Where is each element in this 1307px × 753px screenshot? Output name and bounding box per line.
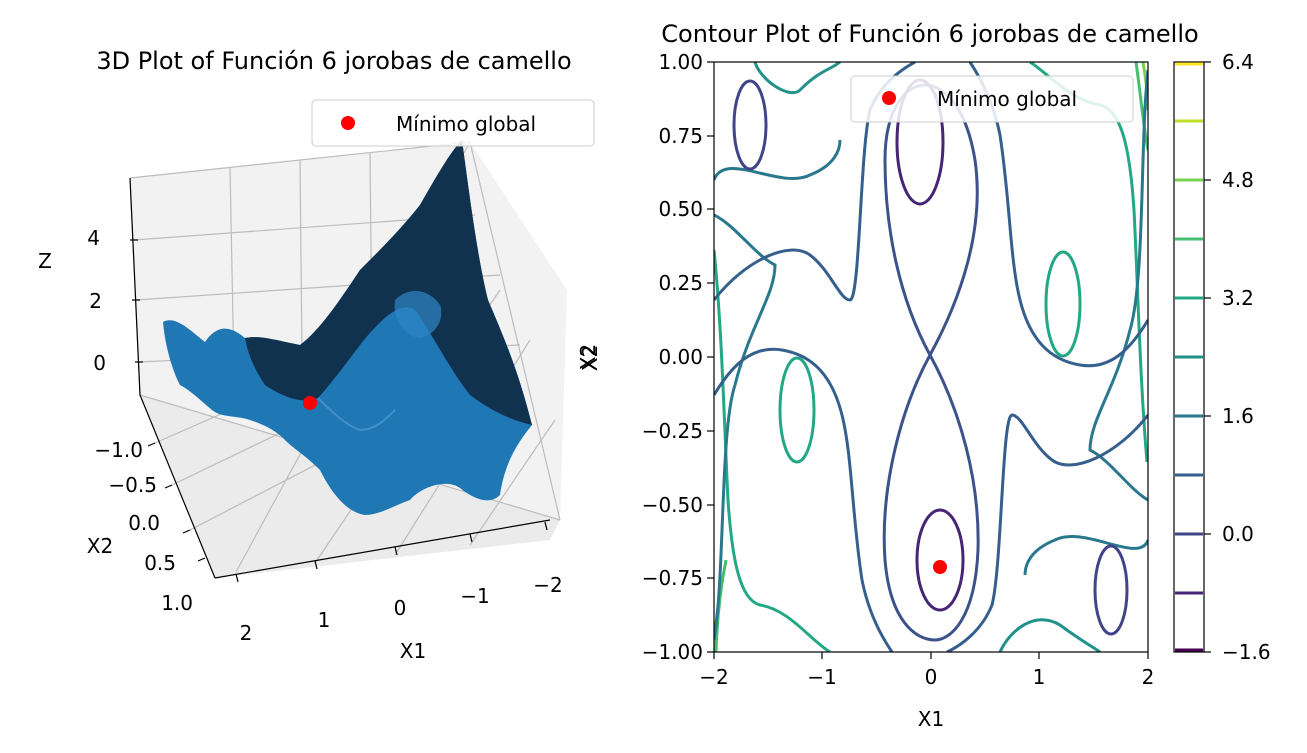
surface-x1-axis-label: X1 <box>400 639 426 663</box>
contour-legend-label: Mínimo global <box>937 87 1077 111</box>
surface-legend-label: Mínimo global <box>396 112 536 136</box>
surface-x2-tick-label: 0.5 <box>144 551 176 575</box>
contour-y-tick-label: 0.25 <box>658 271 703 295</box>
surface-z-tick-label: 2 <box>89 289 102 313</box>
contour-level-2.4 <box>1088 69 1148 502</box>
contour-level-2.4 <box>998 618 1101 652</box>
surface-x2-side-label: X2 <box>578 345 602 371</box>
surface-plot: 3D Plot of Función 6 jorobas de camello <box>38 47 602 663</box>
contour-legend-marker <box>882 91 896 105</box>
contour-level-2.4 <box>1023 535 1148 576</box>
contour-y-tick-label: −0.50 <box>642 493 703 517</box>
colorbar-tick-label: 1.6 <box>1222 404 1254 428</box>
contour-level-0.8 <box>882 83 980 642</box>
contour-plot: Contour Plot of Función 6 jorobas de cam… <box>576 20 1271 731</box>
contour-y-tick-label: 0.00 <box>658 345 703 369</box>
surface-mesh <box>163 140 532 515</box>
colorbar-tick-label: −1.6 <box>1222 640 1271 664</box>
colorbar-ticks <box>1204 61 1211 653</box>
contour-level-1.6 <box>714 347 894 652</box>
surface-z-ticks <box>130 239 143 363</box>
surface-x1-tick-label: −2 <box>533 573 562 597</box>
contour-y-tick-label: −0.25 <box>642 419 703 443</box>
surface-legend-box <box>311 99 595 147</box>
contour-y-tick-label: 1.00 <box>658 50 703 74</box>
contour-y-ticks <box>707 61 714 653</box>
contour-level-2.4 <box>714 139 842 181</box>
surface-x2-tick-label: 1.0 <box>161 591 193 615</box>
surface-z-tick-label: 4 <box>87 226 100 250</box>
contour-plot-title: Contour Plot of Función 6 jorobas de cam… <box>661 20 1198 48</box>
colorbar: 6.4 4.8 3.2 1.6 0.0 −1.6 <box>1173 50 1271 664</box>
contour-level-2.4 <box>753 62 841 95</box>
surface-x1-ticks <box>235 521 548 583</box>
colorbar-tick-label: 3.2 <box>1222 286 1254 310</box>
contour-level-0.0 <box>1093 544 1129 636</box>
contour-x-tick-label: 2 <box>1142 665 1155 689</box>
contour-legend-box <box>850 75 1134 123</box>
surface-legend-marker <box>341 116 355 130</box>
surface-x2-tick-label: −1.0 <box>94 438 143 462</box>
contour-y-tick-label: −0.75 <box>642 566 703 590</box>
colorbar-tick-label: 4.8 <box>1222 168 1254 192</box>
contour-lines <box>714 62 1148 652</box>
contour-level-4.0 <box>714 249 831 652</box>
contour-level-4.8 <box>1134 62 1148 151</box>
contour-y-axis-label: X2 <box>576 344 600 370</box>
contour-level-4.0 <box>1044 250 1082 358</box>
surface-x2-axis-label: X2 <box>87 534 113 558</box>
contour-y-tick-label: 0.75 <box>658 124 703 148</box>
contour-y-tick-label: −1.00 <box>642 640 703 664</box>
contour-level-2.4 <box>714 213 777 641</box>
surface-x2-tick-label: −0.5 <box>108 473 157 497</box>
contour-level-1.6 <box>946 413 1148 652</box>
contour-global-min-marker <box>933 560 947 574</box>
colorbar-tick-label: 0.0 <box>1222 522 1254 546</box>
contour-level-4.0 <box>778 356 816 464</box>
surface-z-axis-label: Z <box>38 249 52 273</box>
colorbar-level-lines <box>1175 62 1203 652</box>
colorbar-tick-label: 6.4 <box>1222 50 1254 74</box>
surface-axes-edges <box>129 177 551 579</box>
contour-level-0.0 <box>732 79 768 171</box>
contour-x-tick-label: 0 <box>925 665 938 689</box>
surface-x1-tick-label: −1 <box>460 584 489 608</box>
contour-y-tick-label: 0.50 <box>658 197 703 221</box>
contour-x-ticks <box>713 652 1149 659</box>
contour-x-tick-label: −1 <box>807 665 836 689</box>
surface-x1-tick-label: 0 <box>394 596 407 620</box>
surface-x1-tick-label: 2 <box>240 621 253 645</box>
contour-legend: Mínimo global <box>850 75 1134 123</box>
surface-z-tick-label: 0 <box>93 351 106 375</box>
surface-x2-tick-label: 0.0 <box>128 511 160 535</box>
contour-level--0.8 <box>915 508 965 612</box>
contour-x-tick-label: 1 <box>1033 665 1046 689</box>
surface-x2-ticks <box>147 442 206 562</box>
surface-global-min-marker <box>303 396 317 410</box>
contour-x-tick-label: −2 <box>699 665 728 689</box>
contour-x-axis-label: X1 <box>918 707 944 731</box>
surface-x1-tick-label: 1 <box>318 608 331 632</box>
surface-plot-title: 3D Plot of Función 6 jorobas de camello <box>96 47 571 75</box>
surface-legend: Mínimo global <box>311 99 595 147</box>
